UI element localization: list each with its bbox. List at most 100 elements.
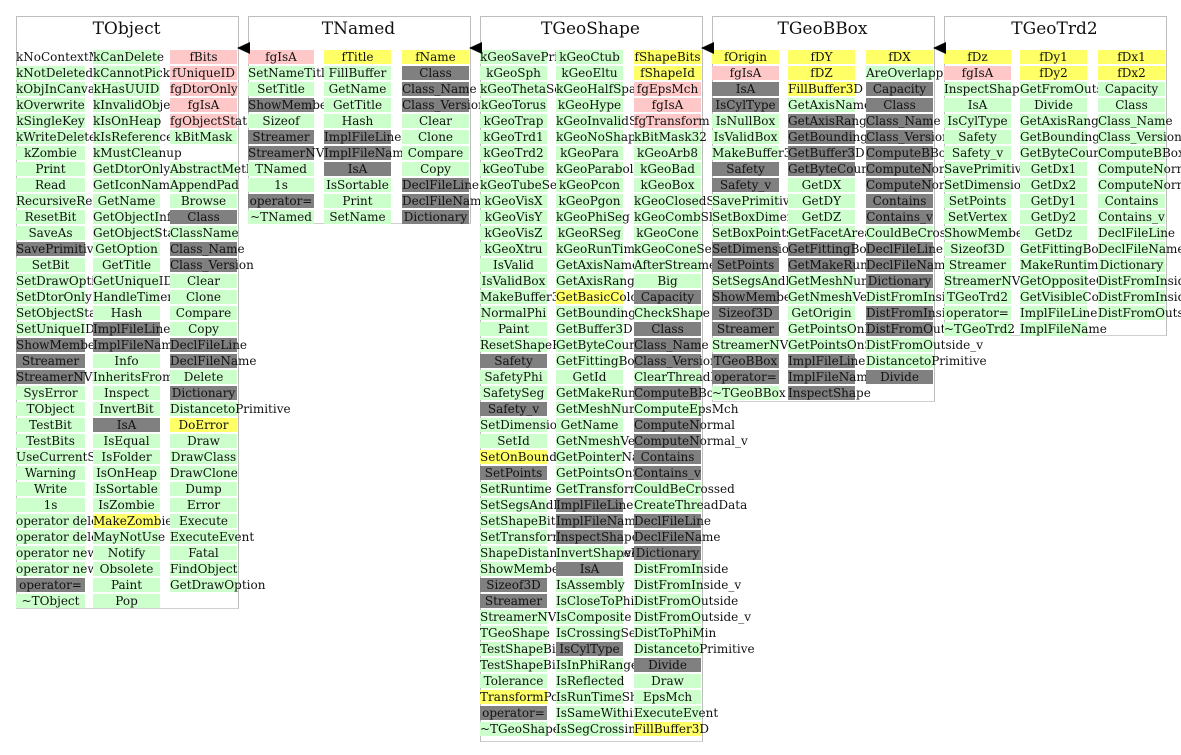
member-entry[interactable]: SetTitle [248,82,314,96]
member-entry[interactable]: IsSameWithinTolerance [556,706,701,720]
member-entry[interactable]: Print [324,194,391,208]
member-entry[interactable]: ImplFileName [324,146,411,160]
member-entry[interactable]: Capacity [1098,82,1165,96]
member-entry[interactable]: Divide [1020,98,1087,112]
member-entry[interactable]: kGeoTube [480,162,547,176]
member-entry[interactable]: Streamer [712,322,779,336]
member-entry[interactable]: InspectShape [788,386,871,400]
member-entry[interactable]: kNoContextMenu [16,50,124,64]
member-entry[interactable]: TGeoShape [480,626,550,640]
member-entry[interactable]: Safety [944,130,1011,144]
member-entry[interactable]: SetShapeBit [480,514,556,528]
member-entry[interactable]: ImplFileName [93,338,180,352]
member-entry[interactable]: kGeoThetaSeg [480,82,569,96]
member-entry[interactable]: Contains_v [866,210,933,224]
member-entry[interactable]: IsA [712,82,779,96]
member-entry[interactable]: TestBit [16,418,85,432]
member-entry[interactable]: MakeBuffer3D [712,146,801,160]
member-entry[interactable]: NormalPhi [480,306,547,320]
member-entry[interactable]: ShowMembers [480,562,571,576]
member-entry[interactable]: DistFromInside_v [866,306,974,320]
member-entry[interactable]: kIsReferenced [93,130,181,144]
member-entry[interactable]: kGeoArb8 [634,146,701,160]
member-entry[interactable]: kGeoTrd1 [480,130,547,144]
member-entry[interactable]: Safety_v [944,146,1011,160]
member-entry[interactable]: Streamer [944,258,1011,272]
member-entry[interactable]: Inspect [93,386,160,400]
member-entry[interactable]: ComputeNormal [1098,162,1181,176]
member-entry[interactable]: ImplFileName [556,514,643,528]
member-entry[interactable]: Hash [93,306,160,320]
member-entry[interactable]: GetPointsOnFacet [788,322,898,336]
member-entry[interactable]: Class_Version [170,258,254,272]
member-entry[interactable]: GetAxisName [788,98,872,112]
member-entry[interactable]: GetDtorOnly [93,162,171,176]
member-entry[interactable]: SetDimensions [944,178,1035,192]
member-entry[interactable]: IsReflected [556,674,625,688]
member-entry[interactable]: kGeoCombShape [634,210,739,224]
member-entry[interactable]: ImplFileName [1020,322,1107,336]
member-entry[interactable]: Capacity [634,290,701,304]
member-entry[interactable]: Contains [866,194,933,208]
member-entry[interactable]: MakeBuffer3D [480,290,569,304]
member-entry[interactable]: IsNullBox [712,114,779,128]
member-entry[interactable]: ClassName [170,226,239,240]
member-entry[interactable]: Sizeof [248,114,314,128]
member-entry[interactable]: fDX [866,50,933,64]
member-entry[interactable]: ResetShapeBit [480,338,570,352]
member-entry[interactable]: ShowMembers [944,226,1035,240]
member-entry[interactable]: DeclFileLine [866,242,944,256]
member-entry[interactable]: ShowMembers [712,290,803,304]
member-entry[interactable]: fgEpsMch [634,82,701,96]
member-entry[interactable]: DistancetoPrimitive [866,354,987,368]
member-entry[interactable]: ImplFileLine [324,130,402,144]
member-entry[interactable]: DistFromOutside [634,594,739,608]
member-entry[interactable]: Class [866,98,933,112]
member-entry[interactable]: SavePrimitive [944,162,1029,176]
member-entry[interactable]: Draw [170,434,237,448]
member-entry[interactable]: DistFromInside [634,562,729,576]
member-entry[interactable]: ImplFileLine [1020,306,1098,320]
member-entry[interactable]: Class [402,66,469,80]
member-entry[interactable]: DeclFileName [1098,242,1181,256]
member-entry[interactable]: CouldBeCrossed [866,226,967,240]
member-entry[interactable]: Print [16,162,85,176]
member-entry[interactable]: Warning [16,466,85,480]
member-entry[interactable]: kGeoPgon [556,194,623,208]
member-entry[interactable]: EpsMch [634,690,701,704]
member-entry[interactable]: MayNotUse [93,530,166,544]
member-entry[interactable]: SetUniqueID [16,322,95,336]
member-entry[interactable]: DistFromOutside_v [866,338,984,352]
member-entry[interactable]: InspectShape [944,82,1027,96]
member-entry[interactable]: GetTitle [324,98,391,112]
member-entry[interactable]: kGeoSph [480,66,547,80]
member-entry[interactable]: fUniqueID [170,66,237,80]
member-entry[interactable]: Contains_v [634,466,701,480]
member-entry[interactable]: InspectShape [556,530,639,544]
member-entry[interactable]: kGeoInvalidShape [556,114,667,128]
member-entry[interactable]: IsA [944,98,1011,112]
member-entry[interactable]: fgTransform [634,114,710,128]
member-entry[interactable]: 1s [16,498,85,512]
member-entry[interactable]: fDy2 [1020,66,1087,80]
member-entry[interactable]: DrawClass [170,450,237,464]
member-entry[interactable]: GetBuffer3D [788,146,865,160]
member-entry[interactable]: AppendPad [170,178,239,192]
member-entry[interactable]: GetDy1 [1020,194,1087,208]
member-entry[interactable]: Obsolete [93,562,160,576]
member-entry[interactable]: DistFromOutside_v [634,610,752,624]
member-entry[interactable]: IsValidBox [712,130,779,144]
member-entry[interactable]: UseCurrentStyle [16,450,119,464]
member-entry[interactable]: ExecuteEvent [634,706,719,720]
member-entry[interactable]: Streamer [480,594,547,608]
member-entry[interactable]: Read [16,178,85,192]
member-entry[interactable]: ResetBit [16,210,85,224]
member-entry[interactable]: GetOppositeCorner [1020,274,1139,288]
member-entry[interactable]: ImplFileName [788,370,875,384]
member-entry[interactable]: GetDZ [788,210,855,224]
member-entry[interactable]: IsCylType [944,114,1011,128]
member-entry[interactable]: GetPointsOnSegments [556,466,693,480]
member-entry[interactable]: Compare [402,146,469,160]
member-entry[interactable]: Class_Version [1098,130,1181,144]
member-entry[interactable]: IsValidBox [480,274,547,288]
